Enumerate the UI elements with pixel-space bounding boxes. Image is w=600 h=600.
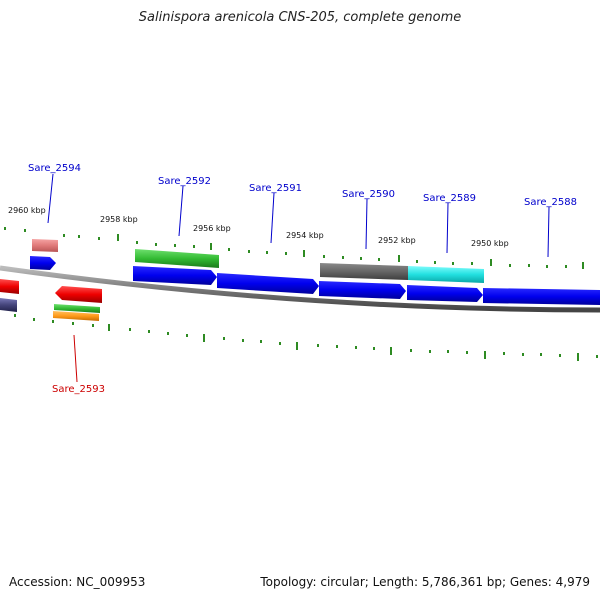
gene-block-green-sare-2592[interactable] (135, 249, 219, 268)
gene-label-sare-2593[interactable]: Sare_2593 (52, 384, 105, 395)
scale-label: 2956 kbp (193, 224, 231, 233)
scale-label: 2960 kbp (8, 206, 46, 215)
gene-block-green-sare-2593[interactable] (54, 304, 100, 313)
inner-scale-ticks (14, 314, 598, 361)
gene-label-sare-2588[interactable]: Sare_2588 (524, 197, 577, 208)
gene-block-orange-sare-2593[interactable] (53, 311, 99, 321)
gene-block-navy[interactable] (0, 298, 17, 312)
gene-block-pink[interactable] (32, 239, 58, 252)
label-leader-lines (47, 173, 550, 258)
reverse-strand-genes (0, 279, 102, 321)
gene-label-sare-2594[interactable]: Sare_2594 (28, 163, 81, 174)
gene-label-sare-2590[interactable]: Sare_2590 (342, 189, 395, 200)
gene-arrow-blue[interactable] (133, 266, 217, 285)
map-title: Salinispora arenicola CNS-205, complete … (138, 10, 462, 25)
gene-arrow-blue-sare-2588[interactable] (483, 288, 600, 305)
forward-strand-genes (30, 239, 600, 305)
outer-scale-ticks (4, 227, 584, 269)
gene-label-sare-2589[interactable]: Sare_2589 (423, 193, 476, 204)
gene-block-red[interactable] (0, 279, 19, 294)
scale-label: 2950 kbp (471, 239, 509, 248)
gene-arrow-blue-sare-2591[interactable] (217, 273, 319, 294)
gene-arrow-blue[interactable] (319, 281, 406, 299)
accession-text: Accession: NC_009953 (9, 575, 146, 589)
scale-label: 2952 kbp (378, 236, 416, 245)
genome-summary-text: Topology: circular; Length: 5,786,361 bp… (260, 575, 590, 589)
scale-label: 2958 kbp (100, 215, 138, 224)
gene-arrow-blue[interactable] (407, 285, 483, 302)
gene-label-sare-2591[interactable]: Sare_2591 (249, 183, 302, 194)
gene-block-cyan-sare-2589[interactable] (408, 266, 484, 283)
scale-label: 2954 kbp (286, 231, 324, 240)
genome-backbone (0, 265, 600, 313)
gene-label-sare-2592[interactable]: Sare_2592 (158, 176, 211, 187)
gene-arrow-blue[interactable] (30, 256, 56, 270)
label-leader-line-reverse (73, 334, 78, 383)
gene-arrow-red[interactable] (55, 286, 102, 303)
gene-block-gray-sare-2590[interactable] (320, 263, 408, 280)
